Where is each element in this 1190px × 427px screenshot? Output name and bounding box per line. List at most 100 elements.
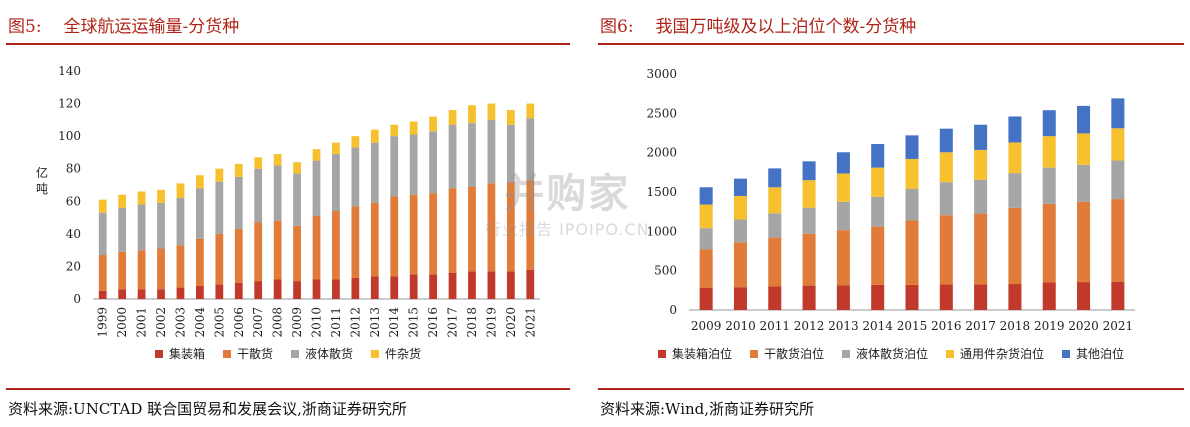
bar-segment (1111, 199, 1125, 282)
right-chart-title: 图6: 我国万吨级及以上泊位个数-分货种 (600, 12, 916, 37)
bar-segment (526, 269, 535, 299)
x-tick-label: 2011 (329, 307, 343, 338)
bar-segment (196, 238, 204, 286)
bar-segment (215, 168, 224, 182)
bar-segment (802, 233, 816, 286)
bar-segment (506, 271, 515, 299)
legend-label: 集装箱泊位 (671, 347, 732, 361)
bar-segment (448, 272, 457, 299)
bar-segment (836, 152, 850, 174)
y-tick-label: 500 (654, 264, 677, 278)
bar-segment (526, 180, 535, 270)
bar-segment (293, 225, 301, 282)
y-tick-label: 2000 (646, 146, 677, 160)
bar-segment (1042, 167, 1056, 204)
x-tick-label: 2015 (407, 307, 421, 338)
bar-segment (429, 193, 437, 275)
bar-segment (1008, 116, 1022, 143)
y-tick-label: 2500 (646, 106, 677, 120)
x-tick-label: 2004 (193, 307, 207, 338)
legend-item: 其他泊位 (1062, 345, 1124, 362)
bar-segment (1077, 282, 1091, 310)
bar-segment (234, 176, 243, 229)
x-tick-label: 2014 (387, 307, 401, 338)
bar-segment (196, 175, 204, 189)
bar-segment (351, 277, 360, 299)
bar-segment (118, 207, 127, 252)
bar-segment (974, 213, 988, 285)
bar-segment (768, 237, 782, 287)
bar-segment (1077, 201, 1091, 283)
bar-segment (370, 276, 379, 299)
bar-segment (390, 136, 399, 197)
legend-label: 干散货泊位 (763, 347, 824, 361)
bar-segment (1077, 105, 1091, 134)
bar-segment (487, 119, 496, 184)
bar-segment (768, 213, 782, 238)
x-tick-label: 2003 (173, 307, 187, 338)
bar-segment (390, 124, 399, 137)
bar-segment (409, 134, 418, 195)
bar-segment (157, 289, 165, 299)
x-tick-label: 2009 (290, 307, 304, 338)
bar-segment (351, 136, 360, 148)
y-tick-label: 3000 (646, 67, 677, 81)
y-tick-label: 60 (66, 194, 81, 208)
bar-segment (468, 123, 476, 187)
bar-segment (905, 284, 919, 310)
x-tick-label: 2013 (828, 319, 859, 333)
y-tick-label: 140 (58, 64, 81, 78)
bar-segment (293, 173, 301, 226)
legend-item: 通用件杂货泊位 (946, 345, 1044, 362)
bar-segment (468, 105, 476, 124)
bar-segment (506, 124, 515, 182)
x-tick-label: 2021 (523, 307, 537, 338)
x-tick-label: 2007 (251, 307, 265, 338)
x-tick-label: 2019 (1034, 319, 1065, 333)
legend-swatch (291, 349, 299, 358)
bar-segment (939, 284, 953, 310)
bar-segment (157, 189, 165, 203)
legend-item: 件杂货 (371, 345, 421, 362)
bar-segment (871, 167, 885, 197)
bar-segment (293, 162, 301, 174)
bar-segment (733, 287, 747, 310)
bar-segment (836, 230, 850, 286)
right-figure-caption: 我国万吨级及以上泊位个数-分货种 (655, 17, 917, 37)
bar-segment (234, 282, 243, 299)
bar-segment (273, 220, 282, 280)
bar-segment (370, 129, 379, 143)
bar-segment (699, 249, 713, 288)
bar-segment (390, 276, 399, 299)
bar-segment (118, 194, 127, 208)
right-title-rule (598, 43, 1184, 45)
y-tick-label: 100 (58, 129, 81, 143)
bar-segment (429, 131, 437, 194)
bar-segment (487, 271, 496, 299)
legend-item: 液体散货 (291, 345, 353, 362)
bar-segment (98, 290, 107, 299)
bar-segment (506, 110, 515, 125)
legend-item: 集装箱 (154, 345, 205, 362)
bar-segment (733, 242, 747, 288)
legend-swatch (154, 349, 163, 358)
bar-segment (871, 196, 885, 227)
bar-segment (234, 163, 243, 177)
right-source-rule (598, 388, 1184, 390)
bar-segment (351, 206, 360, 278)
x-tick-label: 2017 (965, 319, 996, 333)
x-tick-label: 2016 (931, 319, 962, 333)
bar-segment (176, 245, 185, 288)
legend-swatch (371, 349, 380, 358)
bar-segment (312, 215, 321, 280)
legend-label: 通用件杂货泊位 (960, 347, 1045, 361)
bar-segment (939, 215, 953, 285)
y-tick-label: 40 (66, 227, 81, 241)
bar-segment (273, 279, 282, 299)
bar-segment (137, 191, 146, 205)
bar-segment (332, 211, 340, 280)
x-tick-label: 2012 (348, 307, 362, 338)
y-tick-label: 20 (66, 259, 81, 273)
left-chart-title: 图5: 全球航运运输量-分货种 (8, 12, 239, 37)
bar-segment (1111, 128, 1125, 161)
